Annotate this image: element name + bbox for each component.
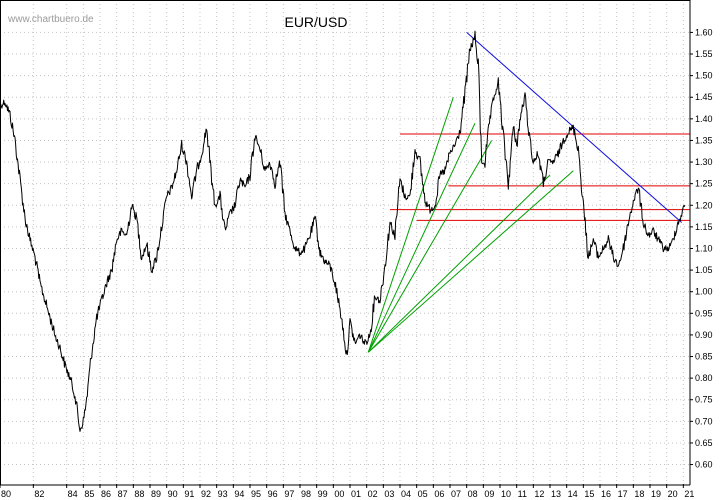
x-tick-label: 91 bbox=[184, 489, 194, 499]
x-tick-label: 00 bbox=[334, 489, 344, 499]
y-tick-label: 1.30 bbox=[695, 157, 713, 167]
y-tick-labels: 0.60 0.65 0.70 0.75 0.80 0.85 0.90 0.95 1.00 1.05… bbox=[695, 27, 713, 469]
x-tick-label: 04 bbox=[401, 489, 411, 499]
downtrend-line bbox=[466, 32, 682, 223]
series-layer bbox=[0, 30, 686, 432]
x-tick-label: 19 bbox=[651, 489, 661, 499]
y-tick-label: 1.50 bbox=[695, 71, 713, 81]
y-tick-label: 1.10 bbox=[695, 243, 713, 253]
y-tick-label: 1.60 bbox=[695, 27, 713, 37]
x-tick-label: 18 bbox=[634, 489, 644, 499]
x-tick-label: 08 bbox=[468, 489, 478, 499]
x-tick-label: 10 bbox=[501, 489, 511, 499]
x-tick-label: 97 bbox=[284, 489, 294, 499]
x-tick-label: 06 bbox=[434, 489, 444, 499]
y-tick-label: 0.80 bbox=[695, 373, 713, 383]
price-series-line bbox=[0, 30, 686, 432]
y-tick-label: 0.65 bbox=[695, 438, 713, 448]
y-tick-label: 1.55 bbox=[695, 49, 713, 59]
x-tick-label: 02 bbox=[368, 489, 378, 499]
x-tick-label: 89 bbox=[151, 489, 161, 499]
x-tick-label: 88 bbox=[134, 489, 144, 499]
y-tick-label: 0.70 bbox=[695, 416, 713, 426]
y-tick-label: 1.40 bbox=[695, 114, 713, 124]
y-tick-label: 1.25 bbox=[695, 179, 713, 189]
x-tick-label: 96 bbox=[268, 489, 278, 499]
x-tick-label: 03 bbox=[384, 489, 394, 499]
x-tick-label: 80 bbox=[1, 489, 11, 499]
x-tick-label: 93 bbox=[218, 489, 228, 499]
x-tick-label: 99 bbox=[318, 489, 328, 499]
y-tick-label: 0.60 bbox=[695, 460, 713, 470]
x-tick-label: 82 bbox=[34, 489, 44, 499]
chart-title: EUR/USD bbox=[284, 14, 347, 30]
fan-line bbox=[367, 122, 476, 353]
x-tick-label: 87 bbox=[118, 489, 128, 499]
fan-line bbox=[367, 174, 551, 353]
fan-line bbox=[367, 97, 454, 353]
x-tick-label: 15 bbox=[584, 489, 594, 499]
y-tick-label: 1.05 bbox=[695, 265, 713, 275]
y-tick-label: 1.00 bbox=[695, 287, 713, 297]
x-tick-label: 14 bbox=[568, 489, 578, 499]
y-tick-label: 1.45 bbox=[695, 92, 713, 102]
y-tick-label: 0.85 bbox=[695, 352, 713, 362]
x-tick-label: 86 bbox=[101, 489, 111, 499]
plot-background bbox=[0, 0, 690, 484]
axis-layer bbox=[0, 0, 691, 486]
x-tick-label: 90 bbox=[168, 489, 178, 499]
x-tick-label: 01 bbox=[351, 489, 361, 499]
annotation-layer bbox=[367, 32, 690, 353]
x-tick-label: 13 bbox=[551, 489, 561, 499]
x-tick-label: 98 bbox=[301, 489, 311, 499]
y-tick-label: 1.20 bbox=[695, 200, 713, 210]
grid-layer bbox=[0, 0, 693, 488]
x-tick-label: 17 bbox=[618, 489, 628, 499]
x-tick-label: 09 bbox=[484, 489, 494, 499]
x-tick-labels: 80 82 84 85 86 87 88 89 90 91 92 93 94 95 96 97 98 99 00 01… bbox=[1, 489, 694, 499]
y-tick-label: 1.15 bbox=[695, 222, 713, 232]
y-tick-label: 0.75 bbox=[695, 395, 713, 405]
x-tick-label: 85 bbox=[84, 489, 94, 499]
x-tick-label: 16 bbox=[601, 489, 611, 499]
watermark-text: www.chartbuero.de bbox=[7, 14, 94, 25]
x-tick-label: 92 bbox=[201, 489, 211, 499]
fan-line bbox=[368, 170, 574, 353]
x-tick-label: 11 bbox=[518, 489, 527, 499]
x-tick-label: 05 bbox=[418, 489, 428, 499]
x-tick-label: 21 bbox=[684, 489, 694, 499]
x-tick-label: 12 bbox=[534, 489, 544, 499]
x-tick-label: 95 bbox=[251, 489, 261, 499]
y-tick-label: 1.35 bbox=[695, 135, 713, 145]
x-tick-label: 20 bbox=[668, 489, 678, 499]
x-tick-label: 94 bbox=[234, 489, 244, 499]
y-tick-label: 0.90 bbox=[695, 330, 713, 340]
y-tick-label: 0.95 bbox=[695, 308, 713, 318]
x-tick-label: 84 bbox=[68, 489, 78, 499]
x-tick-label: 07 bbox=[451, 489, 461, 499]
fan-line bbox=[367, 140, 493, 353]
